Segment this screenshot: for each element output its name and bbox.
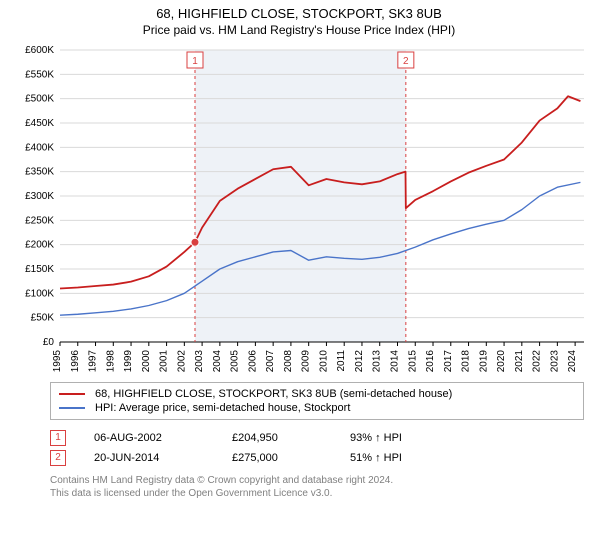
svg-text:1: 1 <box>192 56 198 67</box>
svg-text:2005: 2005 <box>230 350 241 373</box>
credits: Contains HM Land Registry data © Crown c… <box>50 474 584 500</box>
svg-text:£150K: £150K <box>25 264 54 275</box>
svg-text:2010: 2010 <box>318 350 329 373</box>
svg-text:£0: £0 <box>43 337 55 348</box>
event-price-2: £275,000 <box>232 452 322 464</box>
credits-line-2: This data is licensed under the Open Gov… <box>50 487 584 500</box>
svg-text:2012: 2012 <box>354 350 365 373</box>
chart-container: £0 £50K £100K £150K £200K £250K £300K £350K £400… <box>10 44 588 374</box>
event-date-2: 20-JUN-2014 <box>94 452 204 464</box>
svg-text:2019: 2019 <box>478 350 489 373</box>
legend-row-hpi: HPI: Average price, semi-detached house,… <box>59 401 575 415</box>
svg-text:2008: 2008 <box>283 350 294 373</box>
credits-line-1: Contains HM Land Registry data © Crown c… <box>50 474 584 487</box>
svg-text:2016: 2016 <box>425 350 436 373</box>
legend-label-price-paid: 68, HIGHFIELD CLOSE, STOCKPORT, SK3 8UB … <box>95 388 452 400</box>
svg-text:2018: 2018 <box>461 350 472 373</box>
svg-text:1999: 1999 <box>123 350 134 373</box>
svg-text:2024: 2024 <box>567 350 578 373</box>
event-price-1: £204,950 <box>232 432 322 444</box>
page-title: 68, HIGHFIELD CLOSE, STOCKPORT, SK3 8UB <box>10 6 588 23</box>
legend: 68, HIGHFIELD CLOSE, STOCKPORT, SK3 8UB … <box>50 382 584 420</box>
legend-label-hpi: HPI: Average price, semi-detached house,… <box>95 402 350 414</box>
svg-text:£100K: £100K <box>25 289 54 300</box>
svg-text:2009: 2009 <box>301 350 312 373</box>
svg-text:2004: 2004 <box>212 350 223 373</box>
svg-text:£250K: £250K <box>25 216 54 227</box>
event-row-2: 2 20-JUN-2014 £275,000 51% ↑ HPI <box>50 448 584 468</box>
svg-text:2013: 2013 <box>372 350 383 373</box>
svg-text:2011: 2011 <box>336 350 347 372</box>
svg-text:2022: 2022 <box>532 350 543 373</box>
svg-text:£600K: £600K <box>25 45 54 56</box>
svg-text:£500K: £500K <box>25 94 54 105</box>
svg-text:1996: 1996 <box>70 350 81 373</box>
svg-text:2003: 2003 <box>194 350 205 373</box>
svg-text:£50K: £50K <box>31 313 55 324</box>
legend-row-price-paid: 68, HIGHFIELD CLOSE, STOCKPORT, SK3 8UB … <box>59 387 575 401</box>
svg-text:1997: 1997 <box>88 350 99 373</box>
event-date-1: 06-AUG-2002 <box>94 432 204 444</box>
svg-text:£450K: £450K <box>25 118 54 129</box>
event-pct-1: 93% ↑ HPI <box>350 432 440 444</box>
price-vs-hpi-chart: £0 £50K £100K £150K £200K £250K £300K £350K £400… <box>10 44 590 374</box>
svg-text:2001: 2001 <box>159 350 170 373</box>
svg-text:2006: 2006 <box>247 350 258 373</box>
event-pct-2: 51% ↑ HPI <box>350 452 440 464</box>
svg-text:2017: 2017 <box>443 350 454 373</box>
events-list: 1 06-AUG-2002 £204,950 93% ↑ HPI 2 20-JU… <box>50 428 584 468</box>
svg-text:£350K: £350K <box>25 167 54 178</box>
legend-swatch-hpi <box>59 407 85 409</box>
event-row-1: 1 06-AUG-2002 £204,950 93% ↑ HPI <box>50 428 584 448</box>
svg-text:2002: 2002 <box>176 350 187 373</box>
svg-text:2023: 2023 <box>549 350 560 373</box>
svg-text:2021: 2021 <box>514 350 525 373</box>
page-subtitle: Price paid vs. HM Land Registry's House … <box>10 23 588 39</box>
svg-text:£400K: £400K <box>25 143 54 154</box>
svg-text:2014: 2014 <box>389 350 400 373</box>
svg-text:2: 2 <box>403 56 409 67</box>
event-marker-2: 2 <box>50 450 66 466</box>
svg-text:2015: 2015 <box>407 350 418 373</box>
svg-text:2007: 2007 <box>265 350 276 373</box>
svg-text:£200K: £200K <box>25 240 54 251</box>
legend-swatch-price-paid <box>59 393 85 395</box>
svg-text:£300K: £300K <box>25 191 54 202</box>
svg-text:2000: 2000 <box>141 350 152 373</box>
svg-text:1995: 1995 <box>52 350 63 373</box>
event-marker-1: 1 <box>50 430 66 446</box>
svg-text:2020: 2020 <box>496 350 507 373</box>
svg-text:1998: 1998 <box>105 350 116 373</box>
svg-text:£550K: £550K <box>25 70 54 81</box>
